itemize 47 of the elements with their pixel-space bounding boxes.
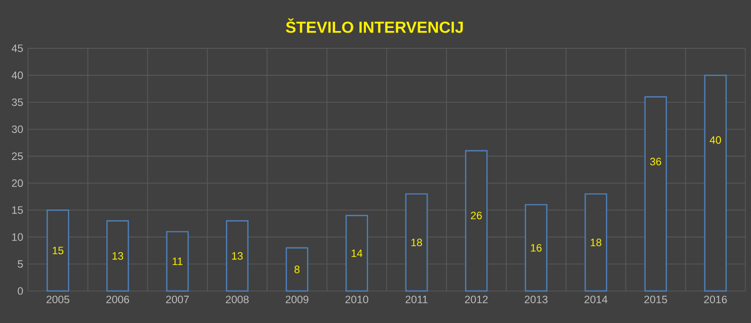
bar — [524, 204, 548, 292]
x-tick-label: 2009 — [286, 296, 308, 304]
bar — [704, 74, 727, 292]
data-label: 16 — [530, 244, 542, 252]
bar — [226, 220, 248, 292]
x-tick-label: 2008 — [226, 296, 249, 304]
x-tick-label: 2007 — [166, 296, 189, 304]
y-tick-label: 15 — [12, 206, 23, 214]
x-tick-label: 2010 — [345, 296, 368, 304]
bar — [405, 193, 428, 292]
y-tick-label: 40 — [12, 72, 23, 80]
x-tick-label: 2006 — [106, 296, 130, 304]
y-tick-label: 10 — [12, 233, 23, 241]
data-label: 8 — [294, 266, 300, 274]
x-tick-label: 2013 — [524, 296, 548, 304]
data-label: 18 — [590, 238, 602, 246]
y-tick-label: 5 — [18, 260, 23, 268]
bar — [166, 231, 189, 292]
chart-title: ŠTEVILO INTERVENCIJ — [286, 18, 463, 33]
bar — [106, 220, 129, 292]
x-tick-label: 2005 — [46, 296, 70, 304]
bar — [465, 150, 488, 292]
bar — [286, 247, 308, 292]
x-tick-label: 2015 — [644, 296, 668, 304]
x-tick-label: 2011 — [406, 296, 428, 304]
data-label: 11 — [172, 258, 182, 265]
y-tick-label: 45 — [12, 44, 23, 52]
data-label: 18 — [411, 238, 422, 246]
data-label: 40 — [710, 136, 721, 144]
y-tick-label: 30 — [12, 125, 23, 133]
data-label: 13 — [112, 252, 124, 260]
bar — [584, 193, 608, 292]
x-tick-label: 2016 — [704, 296, 727, 304]
y-tick-label: 20 — [12, 179, 23, 187]
data-label: 15 — [52, 246, 64, 254]
x-tick-label: 2012 — [465, 296, 488, 304]
bar — [644, 96, 667, 292]
data-label: 36 — [650, 158, 662, 166]
bar — [46, 210, 70, 292]
x-tick-label: 2014 — [584, 296, 608, 304]
data-label: 13 — [232, 252, 243, 260]
data-label: 26 — [470, 212, 482, 220]
y-tick-label: 25 — [12, 152, 23, 160]
bar — [346, 214, 368, 292]
y-tick-label: 35 — [12, 98, 23, 106]
data-label: 14 — [352, 250, 362, 257]
y-tick-label: 0 — [18, 287, 23, 295]
